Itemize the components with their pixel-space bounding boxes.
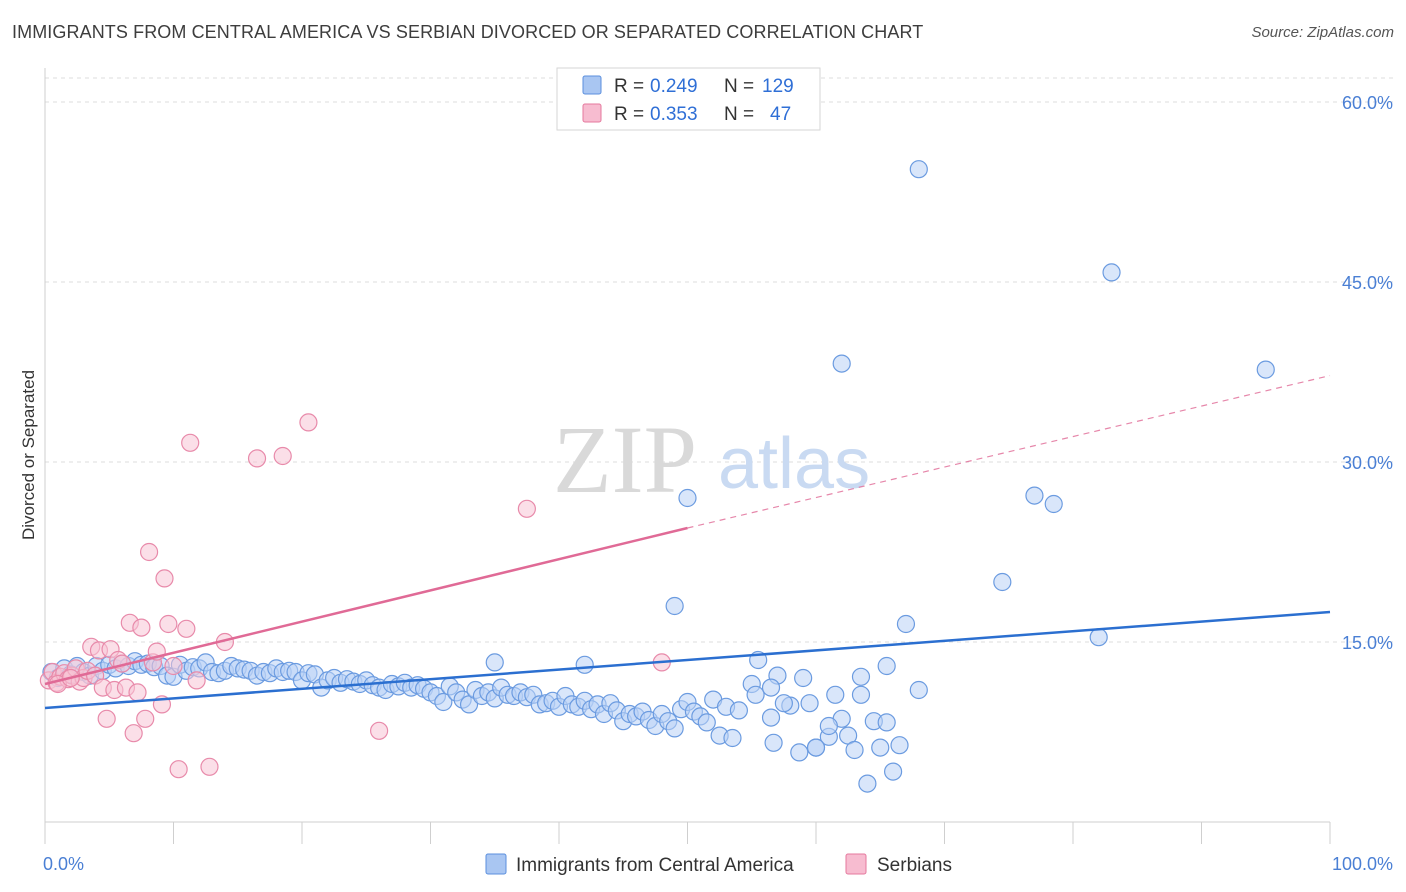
legend-n-label-2: N = [724, 104, 754, 125]
central-america-point-122 [851, 667, 871, 686]
legend-n-value-1: 129 [762, 76, 794, 97]
y-axis-label: Divorced or Separated [19, 370, 38, 540]
serbian-trend-line [44, 526, 688, 686]
y-tick-label-2: 45.0% [1342, 273, 1393, 293]
serbian-point-43 [517, 499, 536, 518]
serbian-point-15 [97, 709, 116, 728]
serbian-point-35 [181, 433, 200, 452]
central-america-point-127 [896, 614, 916, 634]
serbian-point-32 [164, 656, 183, 676]
x-tick-label-0: 0.0% [43, 854, 84, 874]
y-tick-label-3: 60.0% [1342, 93, 1393, 113]
central-america-point-107 [729, 701, 749, 720]
watermark-atlas: atlas [718, 424, 870, 504]
central-america-point-137 [774, 694, 793, 713]
legend-r-value-2: 0.353 [650, 104, 698, 125]
central-america-point-123 [858, 774, 877, 793]
watermark: ZIP atlas [553, 406, 870, 513]
central-america-point-125 [890, 736, 909, 755]
legend-n-label-1: N = [724, 76, 754, 97]
serbian-point-25 [136, 709, 155, 728]
source-credit: Source: ZipAtlas.com [1251, 24, 1394, 41]
serbian-point-39 [247, 449, 267, 468]
legend-r-label-2: R = [614, 104, 644, 125]
central-america-point-142 [1102, 263, 1121, 282]
central-america-point-114 [790, 743, 809, 762]
central-america-point-97 [665, 719, 684, 738]
serbian-point-40 [273, 446, 292, 466]
correlation-legend: R = 0.249 N = 129 R = 0.353 N = 47 [556, 67, 821, 131]
central-america-point-129 [806, 738, 826, 757]
watermark-zip: ZIP [553, 406, 697, 513]
central-america-point-139 [575, 655, 594, 674]
central-america-trend-line [44, 610, 1331, 710]
legend-n-value-2: 47 [770, 104, 791, 125]
serbian-trend-extension [687, 375, 1331, 529]
serbian-point-36 [187, 671, 206, 690]
central-america-point-112 [764, 733, 783, 752]
serbian-point-24 [132, 618, 151, 637]
central-america-point-115 [794, 668, 813, 688]
central-america-point-124 [871, 738, 890, 757]
series-legend-label-2: Serbians [877, 855, 952, 876]
central-america-point-118 [826, 685, 845, 704]
central-america-point-136 [761, 678, 781, 697]
central-america-point-148 [993, 572, 1012, 592]
serbian-point-26 [139, 542, 159, 562]
y-tick-label-1: 30.0% [1342, 453, 1393, 473]
central-america-point-126 [883, 762, 903, 781]
central-america-point-143 [1256, 360, 1275, 379]
legend-swatch-blue [582, 75, 602, 95]
series-legend: Immigrants from Central America Serbians [485, 853, 952, 876]
serbian-point-42 [370, 721, 389, 740]
series-legend-swatch-blue [485, 853, 507, 875]
axes [44, 68, 1331, 844]
serbian-point-33 [169, 760, 188, 779]
data-points [39, 160, 1275, 793]
central-america-point-135 [877, 656, 896, 676]
gridlines [45, 77, 1393, 643]
y-tick-label-0: 15.0% [1342, 633, 1393, 653]
central-america-point-146 [1044, 494, 1063, 514]
serbian-point-22 [124, 724, 143, 743]
serbian-point-37 [200, 757, 219, 776]
chart-title: IMMIGRANTS FROM CENTRAL AMERICA VS SERBI… [12, 22, 924, 42]
central-america-point-141 [909, 160, 928, 179]
central-america-point-140 [832, 354, 851, 373]
central-america-point-102 [697, 713, 716, 732]
x-tick-labels: 0.0% 100.0% [43, 854, 1393, 874]
central-america-point-130 [800, 694, 819, 713]
serbian-point-23 [128, 683, 147, 702]
legend-r-label-1: R = [614, 76, 644, 97]
serbian-point-41 [299, 413, 318, 432]
legend-swatch-pink [582, 103, 602, 123]
central-america-point-144 [678, 488, 697, 508]
serbian-point-31 [159, 614, 178, 634]
series-legend-label-1: Immigrants from Central America [516, 855, 794, 876]
central-america-point-138 [485, 653, 504, 672]
central-america-point-147 [665, 596, 684, 616]
central-america-point-132 [851, 685, 871, 704]
central-america-point-145 [1025, 486, 1044, 505]
series-legend-swatch-pink [845, 853, 867, 875]
central-america-point-61 [434, 692, 453, 712]
y-tick-labels: 15.0% 30.0% 45.0% 60.0% [1342, 93, 1393, 653]
central-america-point-106 [723, 728, 742, 748]
central-america-point-134 [877, 713, 896, 732]
central-america-point-131 [819, 716, 838, 736]
serbian-point-30 [155, 569, 174, 588]
central-america-point-128 [909, 680, 928, 700]
serbian-point-34 [177, 619, 196, 638]
trend-lines [44, 375, 1331, 710]
central-america-point-111 [761, 708, 781, 727]
central-america-point-109 [746, 685, 765, 704]
x-tick-label-1: 100.0% [1332, 854, 1393, 874]
legend-r-value-1: 0.249 [650, 76, 698, 97]
central-america-point-149 [1089, 628, 1108, 647]
central-america-point-121 [845, 740, 864, 760]
